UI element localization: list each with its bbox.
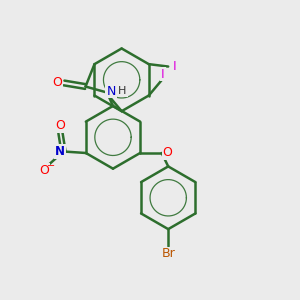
- Text: O: O: [163, 146, 172, 160]
- Text: −: −: [47, 160, 55, 170]
- Text: I: I: [161, 68, 165, 80]
- Text: O: O: [56, 119, 65, 132]
- Text: N: N: [107, 85, 116, 98]
- Text: O: O: [40, 164, 50, 177]
- Text: N: N: [55, 145, 65, 158]
- Text: Br: Br: [161, 248, 175, 260]
- Text: H: H: [118, 86, 127, 96]
- Text: O: O: [52, 76, 62, 89]
- Text: I: I: [173, 60, 177, 73]
- Text: I: I: [106, 83, 110, 96]
